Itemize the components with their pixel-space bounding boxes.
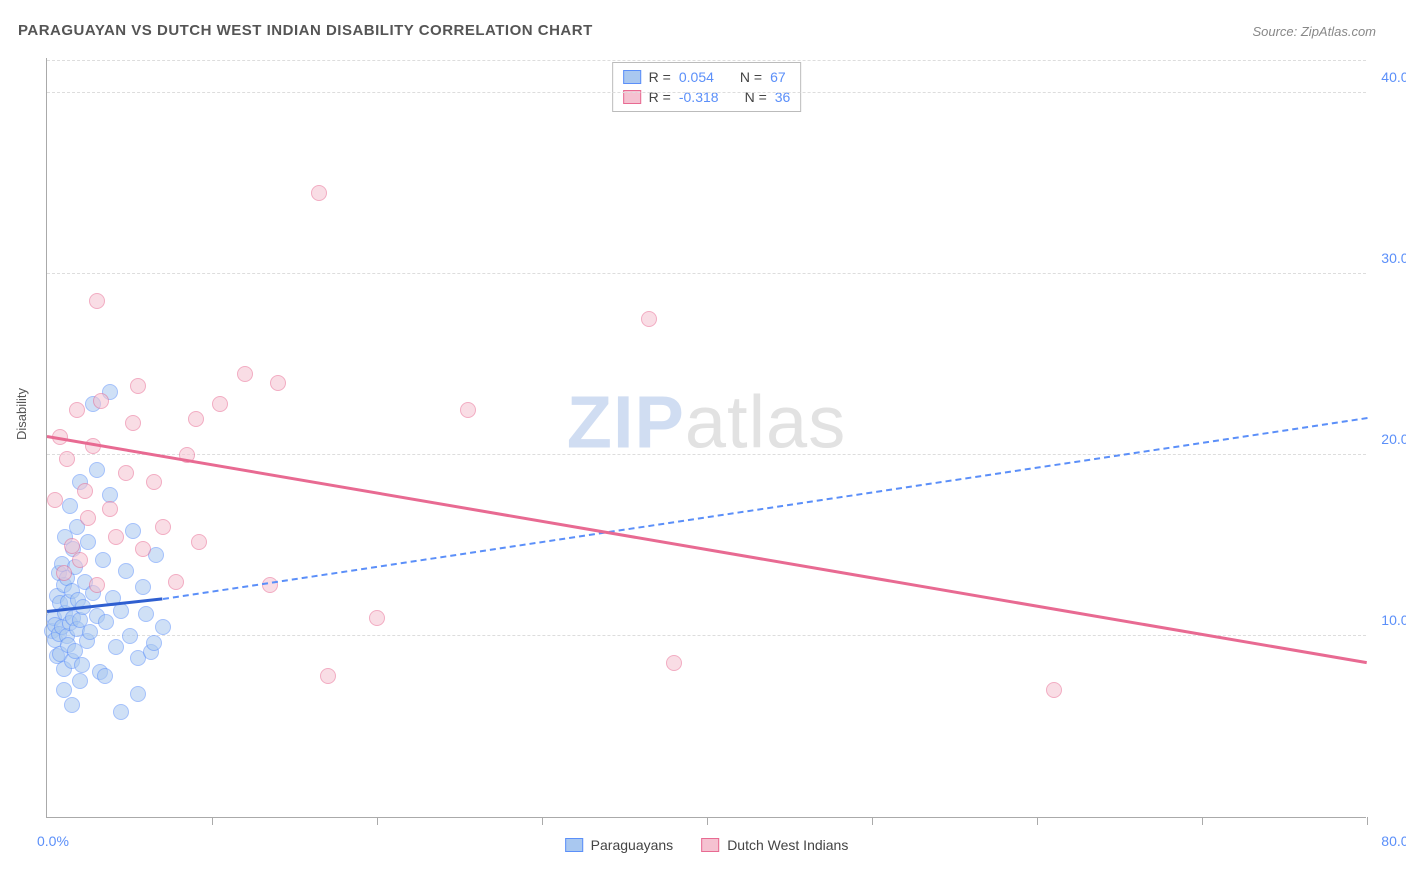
data-point <box>102 501 118 517</box>
data-point <box>72 552 88 568</box>
x-end-label: 80.0% <box>1381 833 1406 849</box>
legend-swatch-paraguayans <box>565 838 583 852</box>
data-point <box>82 624 98 640</box>
x-tick <box>1037 817 1038 825</box>
trend-line-dashed <box>162 417 1367 600</box>
data-point <box>108 639 124 655</box>
data-point <box>146 474 162 490</box>
x-start-label: 0.0% <box>37 833 69 849</box>
data-point <box>641 311 657 327</box>
x-tick <box>212 817 213 825</box>
data-point <box>108 529 124 545</box>
watermark: ZIPatlas <box>567 380 846 465</box>
gridline <box>47 635 1366 636</box>
legend-item-paraguayans: Paraguayans <box>565 837 674 853</box>
data-point <box>460 402 476 418</box>
data-point <box>188 411 204 427</box>
gridline <box>47 454 1366 455</box>
n-label: N = <box>740 69 762 85</box>
gridline <box>47 60 1366 61</box>
y-axis-label: Disability <box>14 388 29 440</box>
legend-stats-row-1: R = 0.054 N = 67 <box>623 67 791 87</box>
data-point <box>95 552 111 568</box>
data-point <box>72 673 88 689</box>
legend-label: Paraguayans <box>591 837 674 853</box>
y-tick-label: 10.0% <box>1381 612 1406 628</box>
data-point <box>146 635 162 651</box>
data-point <box>130 686 146 702</box>
legend-item-dutch: Dutch West Indians <box>701 837 848 853</box>
legend-swatch-1 <box>623 70 641 84</box>
data-point <box>47 492 63 508</box>
y-tick-label: 40.0% <box>1381 69 1406 85</box>
y-tick-label: 30.0% <box>1381 250 1406 266</box>
data-point <box>168 574 184 590</box>
data-point <box>125 415 141 431</box>
data-point <box>98 614 114 630</box>
legend-series: Paraguayans Dutch West Indians <box>565 837 849 853</box>
data-point <box>311 185 327 201</box>
data-point <box>93 393 109 409</box>
data-point <box>125 523 141 539</box>
data-point <box>80 534 96 550</box>
data-point <box>191 534 207 550</box>
legend-label: Dutch West Indians <box>727 837 848 853</box>
data-point <box>62 498 78 514</box>
data-point <box>135 541 151 557</box>
data-point <box>64 697 80 713</box>
gridline <box>47 273 1366 274</box>
source-label: Source: ZipAtlas.com <box>1252 24 1376 39</box>
data-point <box>262 577 278 593</box>
r-value-1: 0.054 <box>679 69 714 85</box>
x-tick <box>872 817 873 825</box>
data-point <box>155 519 171 535</box>
data-point <box>155 619 171 635</box>
data-point <box>89 293 105 309</box>
data-point <box>130 378 146 394</box>
data-point <box>77 483 93 499</box>
data-point <box>118 563 134 579</box>
data-point <box>80 510 96 526</box>
legend-stats-row-2: R = -0.318 N = 36 <box>623 87 791 107</box>
data-point <box>320 668 336 684</box>
x-tick <box>1367 817 1368 825</box>
data-point <box>237 366 253 382</box>
chart-title: PARAGUAYAN VS DUTCH WEST INDIAN DISABILI… <box>18 22 593 39</box>
data-point <box>118 465 134 481</box>
legend-swatch-dutch <box>701 838 719 852</box>
gridline <box>47 92 1366 93</box>
watermark-atlas: atlas <box>685 381 846 464</box>
plot-area: ZIPatlas R = 0.054 N = 67 R = -0.318 N =… <box>46 58 1366 818</box>
data-point <box>113 704 129 720</box>
data-point <box>74 657 90 673</box>
data-point <box>64 538 80 554</box>
data-point <box>122 628 138 644</box>
x-tick <box>542 817 543 825</box>
data-point <box>56 682 72 698</box>
data-point <box>666 655 682 671</box>
y-tick-label: 20.0% <box>1381 431 1406 447</box>
data-point <box>113 603 129 619</box>
data-point <box>270 375 286 391</box>
data-point <box>212 396 228 412</box>
r-label: R = <box>649 69 671 85</box>
n-value-1: 67 <box>770 69 786 85</box>
data-point <box>69 402 85 418</box>
data-point <box>138 606 154 622</box>
x-tick <box>377 817 378 825</box>
data-point <box>59 451 75 467</box>
trend-line <box>47 435 1367 664</box>
correlation-chart: PARAGUAYAN VS DUTCH WEST INDIAN DISABILI… <box>0 0 1406 892</box>
data-point <box>1046 682 1062 698</box>
x-tick <box>1202 817 1203 825</box>
data-point <box>89 462 105 478</box>
data-point <box>369 610 385 626</box>
data-point <box>97 668 113 684</box>
data-point <box>56 565 72 581</box>
x-tick <box>707 817 708 825</box>
data-point <box>135 579 151 595</box>
data-point <box>89 577 105 593</box>
watermark-zip: ZIP <box>567 381 685 464</box>
legend-stats: R = 0.054 N = 67 R = -0.318 N = 36 <box>612 62 802 112</box>
